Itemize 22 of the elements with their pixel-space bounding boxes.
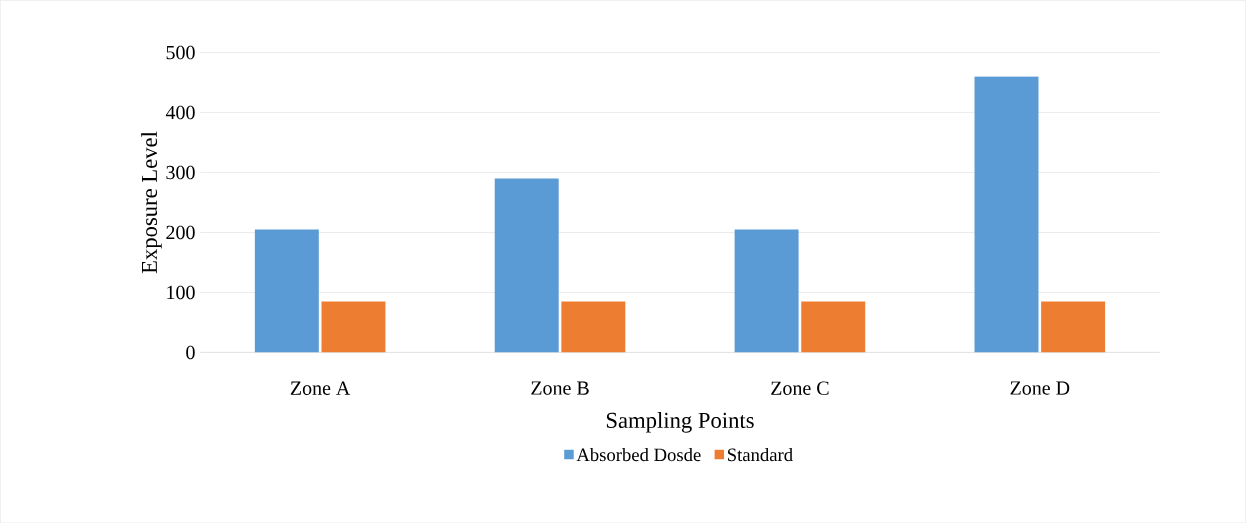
bar bbox=[801, 301, 866, 353]
legend-label: Absorbed Dosde bbox=[576, 447, 701, 461]
x-tick-label: Zone A bbox=[290, 381, 351, 395]
y-axis-title: Exposure Level bbox=[141, 131, 162, 274]
bar bbox=[254, 229, 319, 353]
legend-label: Standard bbox=[727, 447, 793, 461]
y-tick-label: 200 bbox=[166, 225, 195, 240]
bar bbox=[1041, 301, 1106, 353]
y-tick-label: 0 bbox=[186, 345, 195, 360]
y-tick-label: 400 bbox=[165, 105, 195, 120]
bar bbox=[974, 76, 1039, 353]
bar bbox=[494, 178, 559, 353]
x-tick-label: Zone C bbox=[771, 381, 829, 395]
y-tick-label: 300 bbox=[166, 165, 195, 180]
bar bbox=[321, 301, 386, 353]
bar bbox=[734, 229, 799, 353]
bar bbox=[561, 301, 626, 353]
y-tick-label: 500 bbox=[166, 45, 195, 60]
x-axis-title: Sampling Points bbox=[606, 411, 754, 433]
x-tick-label: Zone D bbox=[1010, 381, 1070, 395]
y-tick-label: 100 bbox=[167, 285, 195, 300]
x-tick-label: Zone B bbox=[531, 381, 589, 395]
